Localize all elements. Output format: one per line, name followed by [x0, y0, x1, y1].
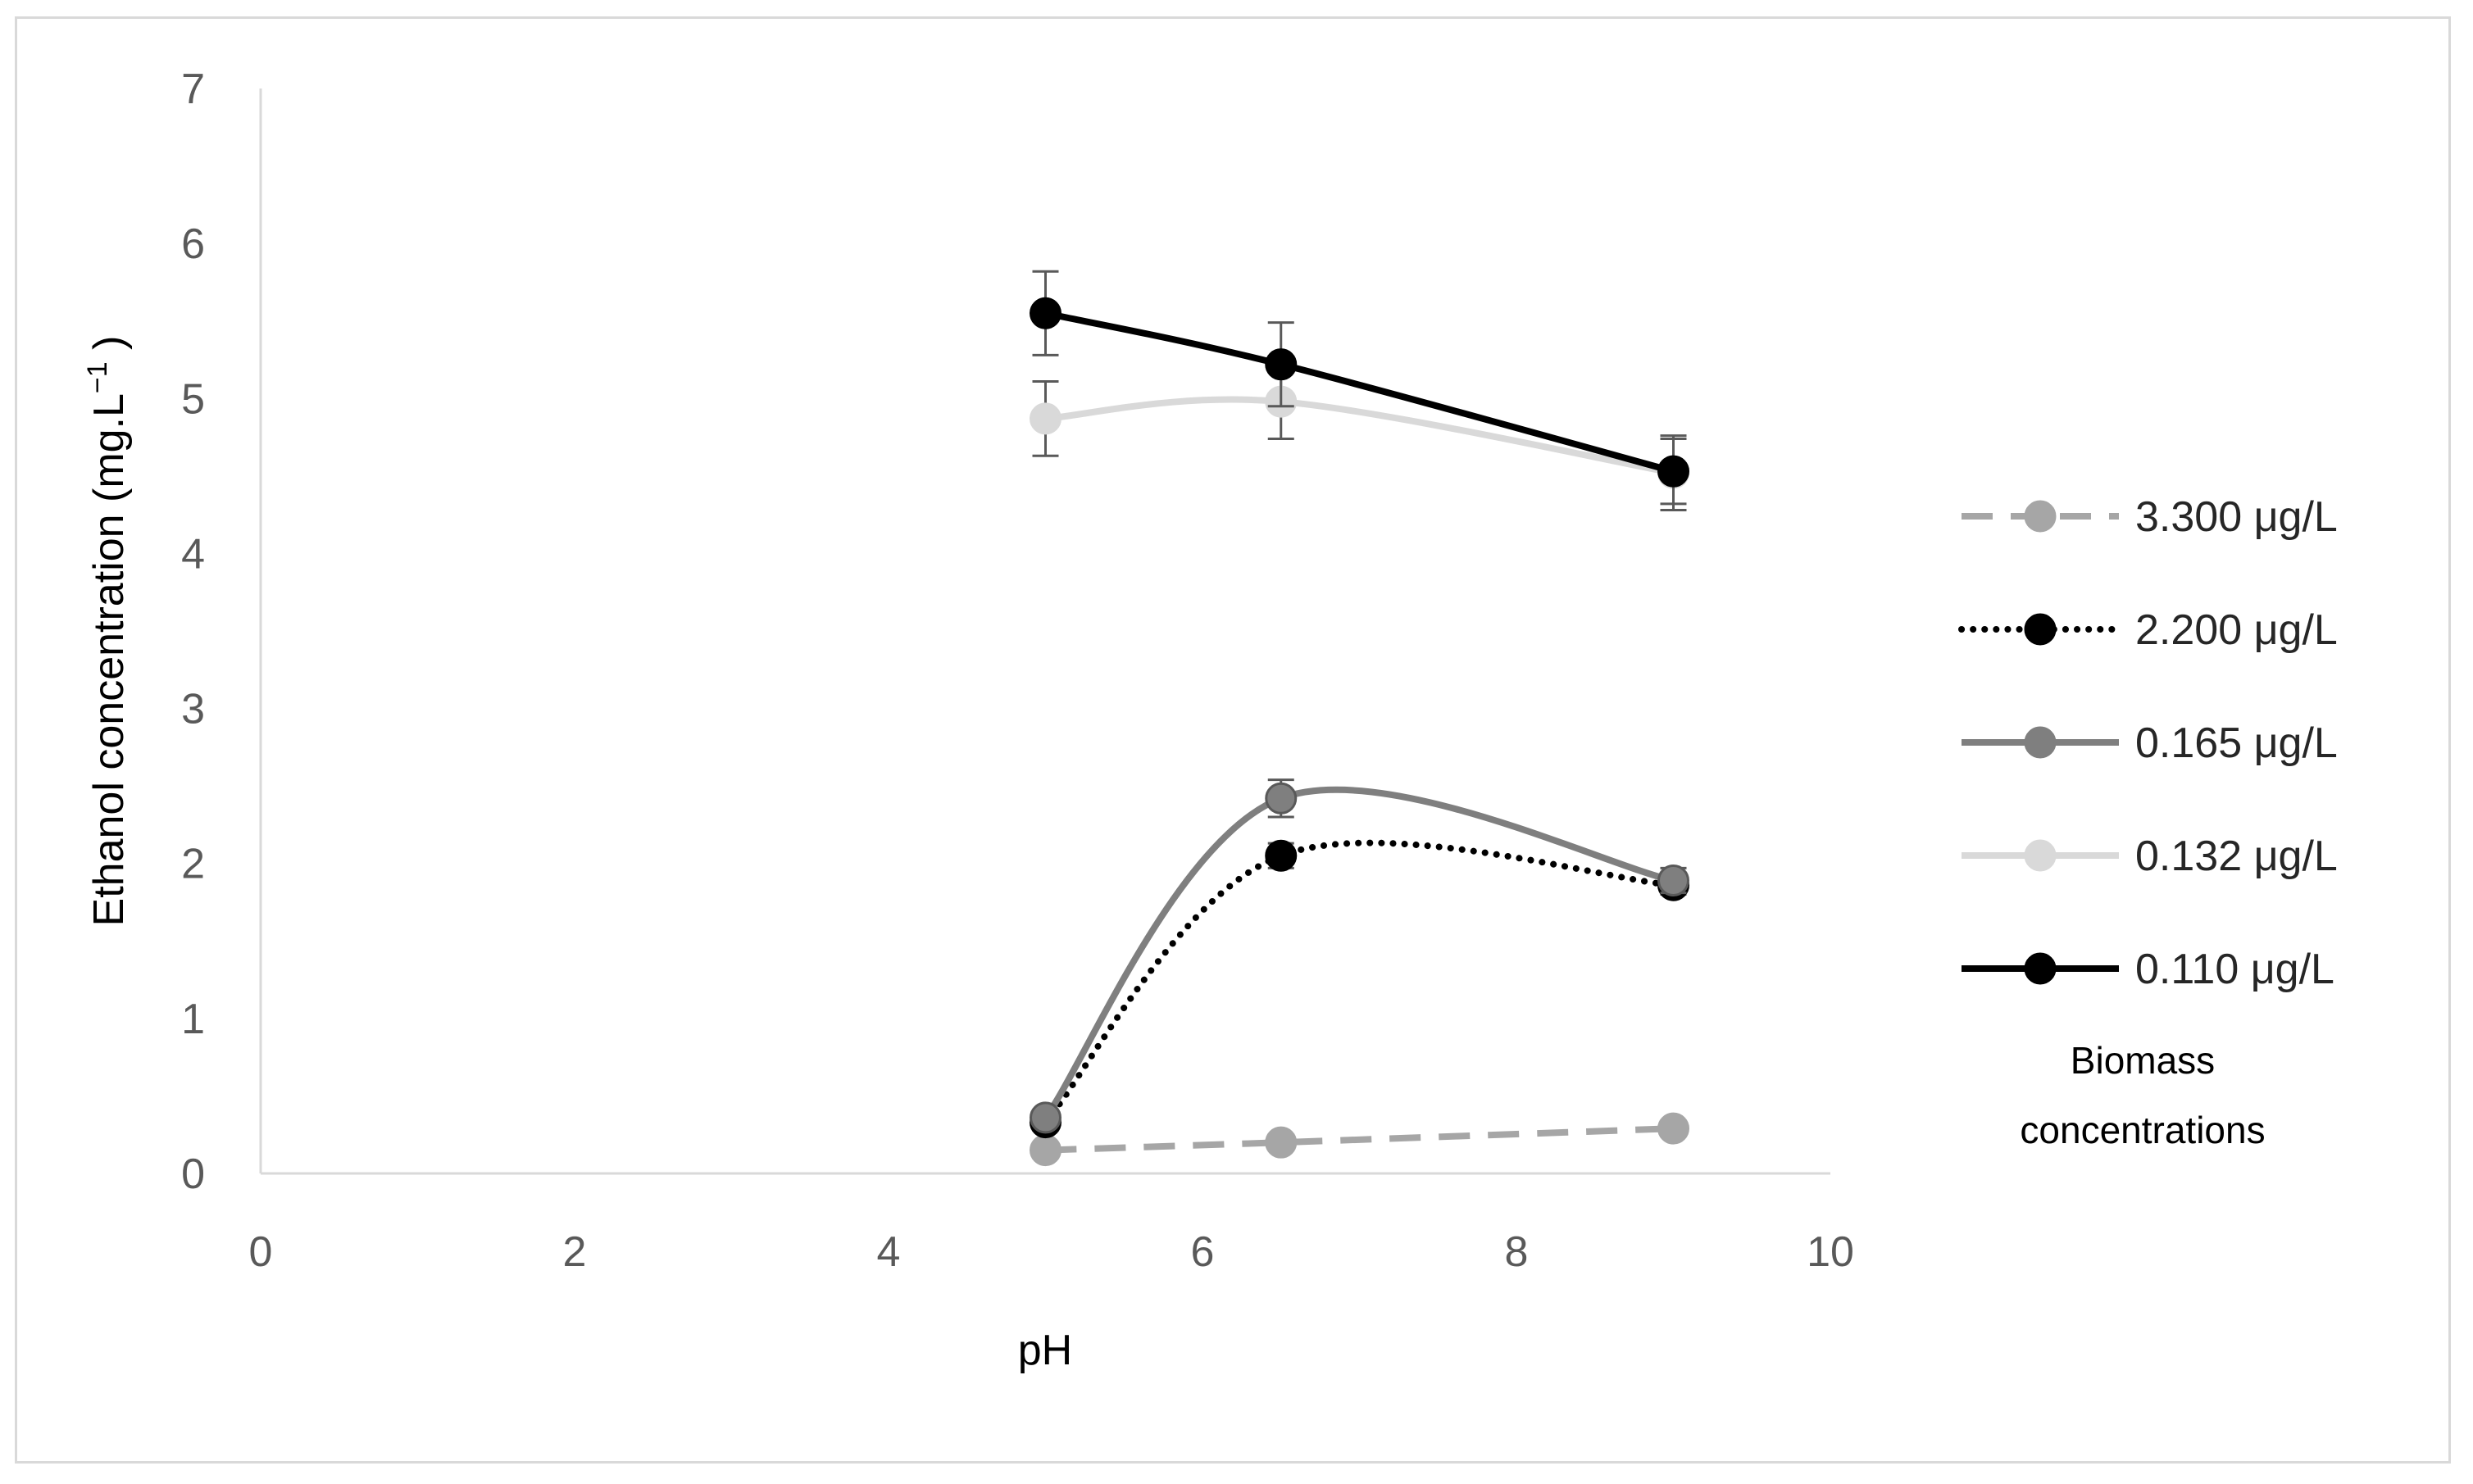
- legend-swatch-marker: [2024, 500, 2057, 533]
- y-axis-title-close: ): [85, 336, 133, 362]
- legend-label: 3.300 μg/L: [2135, 493, 2338, 541]
- series-group: [1030, 270, 1689, 506]
- data-point: [1030, 297, 1061, 329]
- series-group: [1030, 1112, 1689, 1167]
- legend-label: 2.200 μg/L: [2135, 606, 2338, 654]
- legend-label: 0.165 μg/L: [2135, 719, 2338, 767]
- data-point: [1265, 348, 1298, 381]
- series-line: [1043, 786, 1675, 1120]
- x-tick-label: 4: [877, 1228, 901, 1276]
- data-point: [1657, 1112, 1689, 1145]
- data-point: [1657, 865, 1689, 897]
- legend-item: 0.165 μg/L: [1962, 719, 2338, 767]
- y-tick-label: 4: [181, 530, 205, 578]
- x-tick-label: 2: [563, 1228, 587, 1276]
- series-line: [1042, 839, 1677, 1126]
- legend: 3.300 μg/L 2.200 μg/L 0.165 μg/L 0.132 μg/L…: [1958, 493, 2338, 993]
- legend-item: 3.300 μg/L: [1962, 493, 2338, 541]
- axes: [259, 88, 1830, 1175]
- legend-swatch-marker: [2024, 952, 2057, 985]
- series-group: [1030, 839, 1689, 1139]
- data-point: [1265, 782, 1298, 815]
- x-tick-label: 8: [1505, 1228, 1529, 1276]
- series-line: [1044, 310, 1675, 475]
- legend-item: 2.200 μg/L: [1958, 606, 2338, 654]
- legend-title-line-2: concentrations: [2020, 1109, 2265, 1151]
- legend-swatch-marker: [2024, 613, 2057, 646]
- data-point: [1657, 455, 1689, 488]
- x-tick-label: 10: [1807, 1228, 1854, 1276]
- data-point: [1030, 402, 1061, 435]
- legend-item: 0.132 μg/L: [1962, 833, 2338, 880]
- legend-item: 0.110 μg/L: [1962, 946, 2334, 993]
- data-point: [1030, 1134, 1061, 1167]
- x-tick-labels: 0 2 4 6 8 10: [249, 1228, 1854, 1276]
- y-axis-title: Ethanol concentration (mg.L−1 ): [82, 336, 133, 927]
- data-point: [1265, 1126, 1298, 1159]
- data-point: [1030, 1101, 1061, 1134]
- series-line: [1045, 1125, 1674, 1154]
- y-tick-label: 7: [181, 66, 205, 113]
- legend-label: 0.110 μg/L: [2135, 946, 2334, 993]
- y-tick-label: 1: [181, 996, 205, 1043]
- data-point: [1265, 839, 1298, 872]
- y-tick-label: 2: [181, 841, 205, 888]
- x-axis-title: pH: [1018, 1327, 1072, 1374]
- y-tick-label: 3: [181, 686, 205, 733]
- y-axis-title-superscript: −1: [82, 361, 113, 393]
- y-tick-label: 0: [181, 1150, 205, 1198]
- series-line: [1045, 396, 1675, 477]
- x-tick-label: 0: [249, 1228, 273, 1276]
- y-axis-title-main: Ethanol concentration (mg.L: [85, 393, 133, 926]
- series-group: [1030, 778, 1689, 1134]
- y-tick-label: 5: [181, 375, 205, 423]
- legend-swatch-marker: [2024, 726, 2057, 759]
- legend-label: 0.132 μg/L: [2135, 833, 2338, 880]
- y-tick-label: 6: [181, 220, 205, 268]
- y-tick-labels: 0 1 2 3 4 5 6 7: [181, 66, 205, 1198]
- x-tick-label: 6: [1191, 1228, 1215, 1276]
- legend-swatch-marker: [2024, 839, 2057, 872]
- series-layer: [1030, 270, 1689, 1167]
- legend-title-line-1: Biomass: [2071, 1039, 2215, 1082]
